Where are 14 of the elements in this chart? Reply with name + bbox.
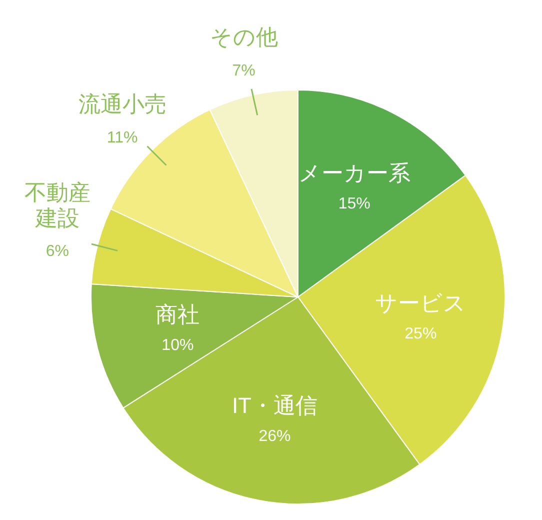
data-label: 6% xyxy=(46,243,69,260)
data-label: 26% xyxy=(258,428,291,445)
slice-label: IT・通信 xyxy=(232,393,318,418)
data-label: 10% xyxy=(162,336,194,354)
data-label: 25% xyxy=(404,325,437,342)
slice-label: 商社 xyxy=(156,302,200,327)
data-label: 15% xyxy=(338,195,370,212)
slice-label: メーカー系 xyxy=(298,160,410,186)
data-label: 11% xyxy=(106,129,138,146)
slice-label: その他 xyxy=(210,24,278,50)
data-label: 7% xyxy=(232,62,256,80)
slice-label: サービス xyxy=(375,290,466,316)
slice-label: 不動産建設 xyxy=(24,180,90,231)
slice-label: 流通小売 xyxy=(78,91,166,116)
